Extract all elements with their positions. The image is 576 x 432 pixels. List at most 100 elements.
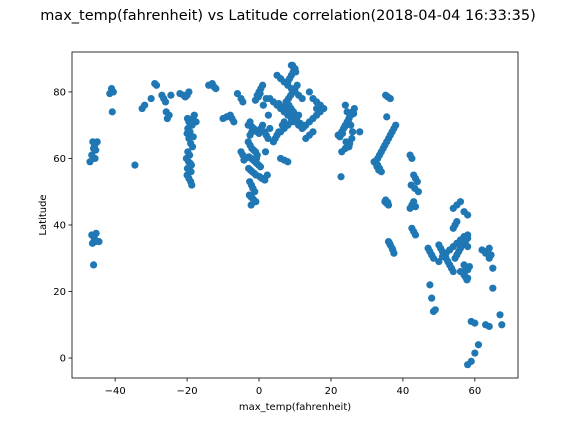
data-point: [275, 128, 283, 136]
data-point: [183, 114, 192, 123]
data-point: [89, 261, 98, 269]
data-point: [167, 91, 175, 99]
data-point: [408, 154, 416, 163]
y-tick-label: 40: [53, 220, 66, 231]
data-point: [386, 94, 394, 103]
data-point: [259, 101, 267, 109]
data-point: [485, 322, 493, 331]
data-points: [86, 61, 506, 369]
data-point: [249, 184, 257, 192]
data-point: [141, 101, 149, 109]
data-point: [263, 171, 271, 179]
data-point: [188, 143, 197, 151]
data-point: [185, 88, 193, 96]
data-point: [413, 178, 421, 186]
data-point: [348, 128, 357, 136]
data-point: [264, 134, 272, 143]
y-axis-ticks: 0 20 40 60 80: [53, 87, 72, 365]
data-point: [230, 118, 238, 126]
data-point: [489, 284, 497, 292]
data-point: [463, 276, 471, 284]
data-point: [309, 128, 317, 136]
data-point: [383, 113, 391, 121]
chart-title: max_temp(fahrenheit) vs Latitude correla…: [40, 8, 536, 24]
data-point: [300, 123, 308, 131]
data-point: [453, 218, 461, 226]
x-axis-label: max_temp(fahrenheit): [239, 402, 351, 413]
x-axis-ticks: −40 −20 0 20 40 60: [105, 378, 481, 397]
data-point: [152, 81, 161, 89]
data-point: [356, 128, 364, 136]
x-tick-label: 20: [325, 386, 338, 397]
data-point: [188, 181, 196, 189]
data-point: [337, 173, 345, 181]
data-point: [131, 161, 139, 169]
data-point: [435, 257, 443, 266]
data-point: [284, 158, 292, 166]
data-point: [261, 148, 270, 156]
data-point: [338, 129, 347, 138]
data-point: [320, 104, 328, 113]
data-point: [384, 198, 392, 206]
x-tick-label: −20: [177, 386, 198, 397]
data-point: [147, 94, 155, 103]
data-point: [266, 124, 274, 133]
data-point: [496, 311, 504, 319]
data-point: [474, 341, 483, 349]
data-point: [95, 238, 103, 246]
data-point: [240, 156, 248, 164]
data-point: [375, 166, 383, 174]
data-point: [161, 98, 170, 106]
data-point: [498, 321, 506, 329]
data-point: [464, 243, 472, 251]
plot-frame: [71, 51, 519, 379]
data-point: [186, 128, 194, 136]
data-point: [386, 239, 394, 247]
data-point: [88, 239, 97, 247]
data-point: [390, 249, 398, 257]
data-point: [414, 188, 422, 196]
data-point: [348, 134, 356, 143]
data-point: [280, 118, 288, 126]
data-point: [233, 89, 242, 98]
data-point: [426, 281, 434, 289]
x-tick-label: 40: [397, 386, 410, 397]
data-point: [259, 121, 267, 129]
data-point: [429, 254, 438, 262]
data-point: [289, 108, 298, 116]
data-point: [464, 231, 472, 239]
data-point: [293, 81, 301, 89]
data-point: [392, 121, 400, 129]
data-point: [106, 89, 114, 98]
data-point: [485, 244, 493, 252]
data-point: [485, 254, 493, 262]
data-point: [482, 249, 490, 257]
data-point: [88, 151, 96, 159]
data-point: [471, 349, 479, 357]
data-point: [250, 124, 258, 133]
data-point: [256, 163, 265, 171]
data-point: [449, 267, 457, 276]
data-point: [467, 357, 475, 365]
data-point: [305, 88, 313, 96]
data-point: [92, 229, 100, 237]
data-point: [431, 306, 439, 314]
data-point: [256, 89, 264, 98]
data-point: [411, 203, 420, 211]
y-axis-label: Latitude: [38, 194, 49, 235]
data-point: [259, 81, 267, 89]
data-point: [489, 264, 497, 272]
data-point: [428, 294, 436, 302]
x-tick-label: 60: [468, 386, 481, 397]
data-point: [465, 262, 474, 271]
data-point: [292, 68, 300, 76]
y-tick-label: 60: [53, 154, 66, 165]
x-tick-label: 0: [256, 386, 262, 397]
data-point: [247, 201, 255, 209]
data-point: [411, 231, 420, 239]
data-point: [108, 108, 116, 116]
data-point: [471, 319, 479, 327]
y-tick-label: 20: [53, 287, 66, 298]
y-tick-label: 0: [60, 354, 66, 365]
